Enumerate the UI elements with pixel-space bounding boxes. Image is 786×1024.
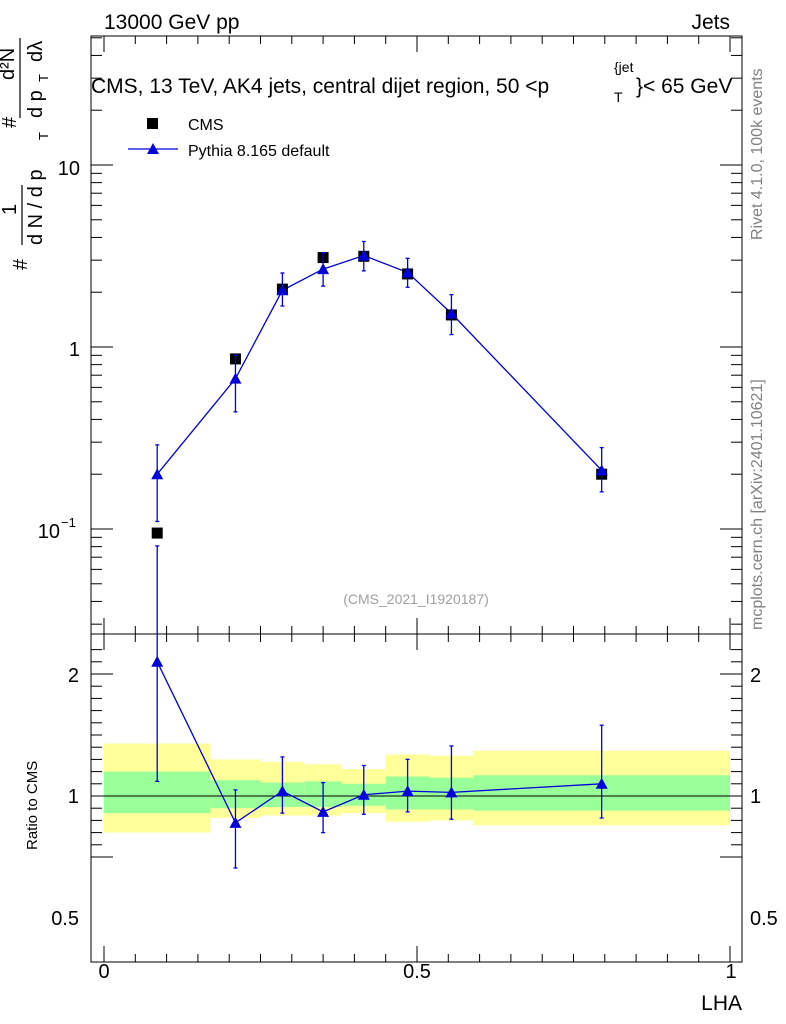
mc-data-point [595, 464, 608, 476]
ytick-0p1-exp: −1 [61, 515, 76, 530]
ratio-bands [104, 743, 730, 833]
ratio-ytick-0p5-right: 0.5 [750, 908, 778, 930]
ylabel-dN: d N / d p [25, 169, 47, 245]
title-sub: T [614, 89, 623, 105]
ylabel-one: 1 [0, 204, 21, 215]
ratio-ytick-0p5-left: 0.5 [51, 908, 79, 930]
legend-marker-mc [147, 143, 159, 154]
mc-data-point [445, 307, 458, 319]
ylabel-T2: T [36, 74, 51, 82]
ratio-ytick-2-right: 2 [750, 665, 761, 687]
legend: CMS Pythia 8.165 default [128, 117, 330, 160]
ylabel-d2N: d²N [0, 48, 19, 80]
ytick-1: 1 [69, 339, 80, 361]
xtick-1: 1 [725, 961, 736, 983]
ratio-data-point [401, 785, 414, 797]
mcplots-label: mcplots.cern.ch [arXiv:2401.10621] [749, 379, 766, 630]
mc-series-line [156, 254, 603, 475]
legend-label-mc: Pythia 8.165 default [188, 143, 330, 160]
legend-label-cms: CMS [188, 117, 224, 134]
ratio-marks [91, 545, 742, 869]
xtick-0p5: 0.5 [403, 961, 431, 983]
mc-data-point [229, 372, 242, 384]
rivet-label: Rivet 4.1.0, 100k events [749, 68, 766, 240]
title-sup: {jet [614, 59, 634, 75]
ratio-series-line [156, 661, 602, 824]
ylabel-hash: # [10, 258, 32, 270]
main-ylabel: # 1 d N / d p T # d²N d p T dλ [0, 38, 51, 270]
cms-data-point [151, 527, 163, 539]
ytick-0p1: 10 [38, 521, 60, 543]
ratio-data-point [357, 788, 370, 800]
main-marks [151, 240, 608, 539]
mc-data-point [151, 468, 164, 480]
ratio-data-point [151, 655, 164, 667]
header-right: Jets [691, 11, 730, 34]
ratio-ticks [91, 634, 742, 962]
ratio-ytick-1-right: 1 [750, 786, 761, 808]
ratio-ylabel: Ratio to CMS [24, 761, 41, 850]
mc-data-point [401, 266, 414, 278]
ylabel-dl: dλ [25, 41, 47, 62]
ylabel-hash2: # [0, 116, 21, 128]
plot-title: CMS, 13 TeV, AK4 jets, central dijet reg… [91, 59, 732, 105]
ratio-ytick-1-left: 1 [68, 786, 79, 808]
ratio-data-point [276, 785, 289, 797]
ytick-10: 10 [58, 158, 80, 180]
mc-data-point [357, 249, 370, 261]
mc-data-point [276, 284, 289, 296]
xtick-0: 0 [98, 961, 109, 983]
ratio-data-point [229, 816, 242, 828]
xlabel: LHA [701, 992, 742, 1015]
legend-marker-cms [147, 118, 158, 129]
header-left: 13000 GeV pp [104, 11, 239, 34]
title-main: CMS, 13 TeV, AK4 jets, central dijet reg… [91, 75, 549, 98]
main-ticks [91, 36, 742, 634]
analysis-watermark: (CMS_2021_I1920187) [343, 591, 489, 607]
ratio-ytick-2-left: 2 [68, 665, 79, 687]
ratio-data-point [317, 805, 330, 817]
ylabel-T1: T [36, 132, 51, 140]
ylabel-dpT: d p [25, 90, 47, 118]
ratio-data-point [445, 786, 458, 798]
ratio-data-point [595, 777, 608, 789]
mc-data-point [317, 263, 330, 275]
title-tail: }< 65 GeV [636, 75, 732, 98]
